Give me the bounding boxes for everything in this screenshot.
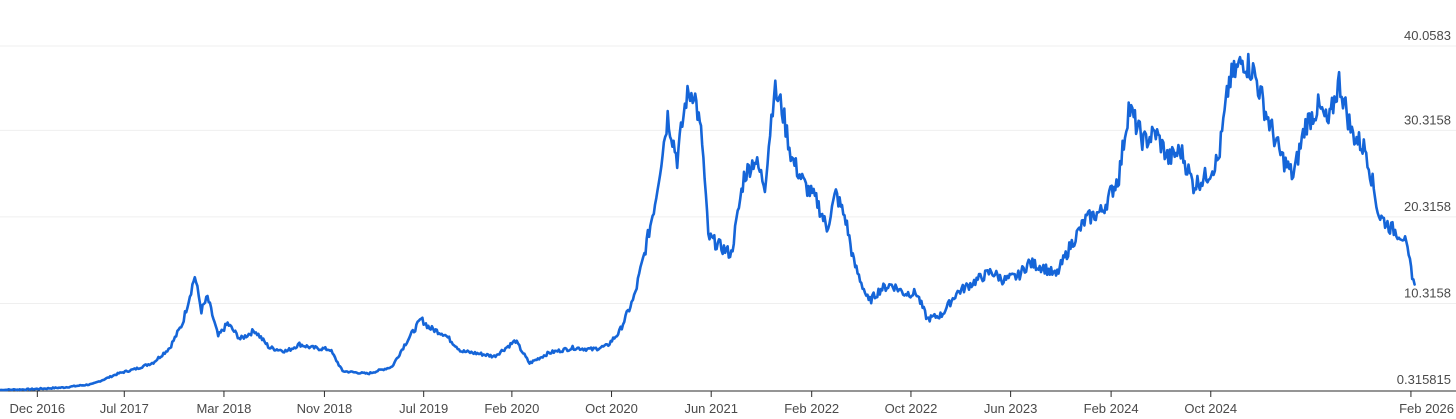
x-tick-label: Feb 2026 bbox=[1399, 401, 1454, 416]
x-tick-label: Jul 2017 bbox=[100, 401, 149, 416]
x-tick-label: Oct 2022 bbox=[885, 401, 938, 416]
x-tick-label: Jun 2023 bbox=[984, 401, 1038, 416]
grid-lines bbox=[0, 45, 1456, 304]
x-tick-label: Oct 2024 bbox=[1184, 401, 1237, 416]
y-tick-label: 20.3158 bbox=[1404, 199, 1451, 214]
series-lines bbox=[0, 52, 1416, 392]
x-tick-label: Mar 2018 bbox=[196, 401, 251, 416]
x-tick-label: Feb 2020 bbox=[484, 401, 539, 416]
y-tick-label: 0.315815 bbox=[1397, 372, 1451, 387]
x-tick-label: Jul 2019 bbox=[399, 401, 448, 416]
x-axis-tick-labels: Dec 2016 Jul 2017 Mar 2018 Nov 2018 Jul 2019… bbox=[9, 391, 1454, 416]
x-tick-label: Nov 2018 bbox=[297, 401, 353, 416]
x-tick-label: Dec 2016 bbox=[9, 401, 65, 416]
x-tick-label: Feb 2022 bbox=[784, 401, 839, 416]
y-axis-tick-labels: 0.315815 10.3158 20.3158 30.3158 40.0583 bbox=[1397, 28, 1451, 387]
x-tick-label: Jun 2021 bbox=[684, 401, 738, 416]
x-tick-label: Feb 2024 bbox=[1084, 401, 1139, 416]
y-tick-label: 40.0583 bbox=[1404, 28, 1451, 43]
y-tick-label: 10.3158 bbox=[1404, 285, 1451, 300]
x-tick-label: Oct 2020 bbox=[585, 401, 638, 416]
series-line bbox=[0, 52, 1416, 392]
y-tick-label: 30.3158 bbox=[1404, 112, 1451, 127]
